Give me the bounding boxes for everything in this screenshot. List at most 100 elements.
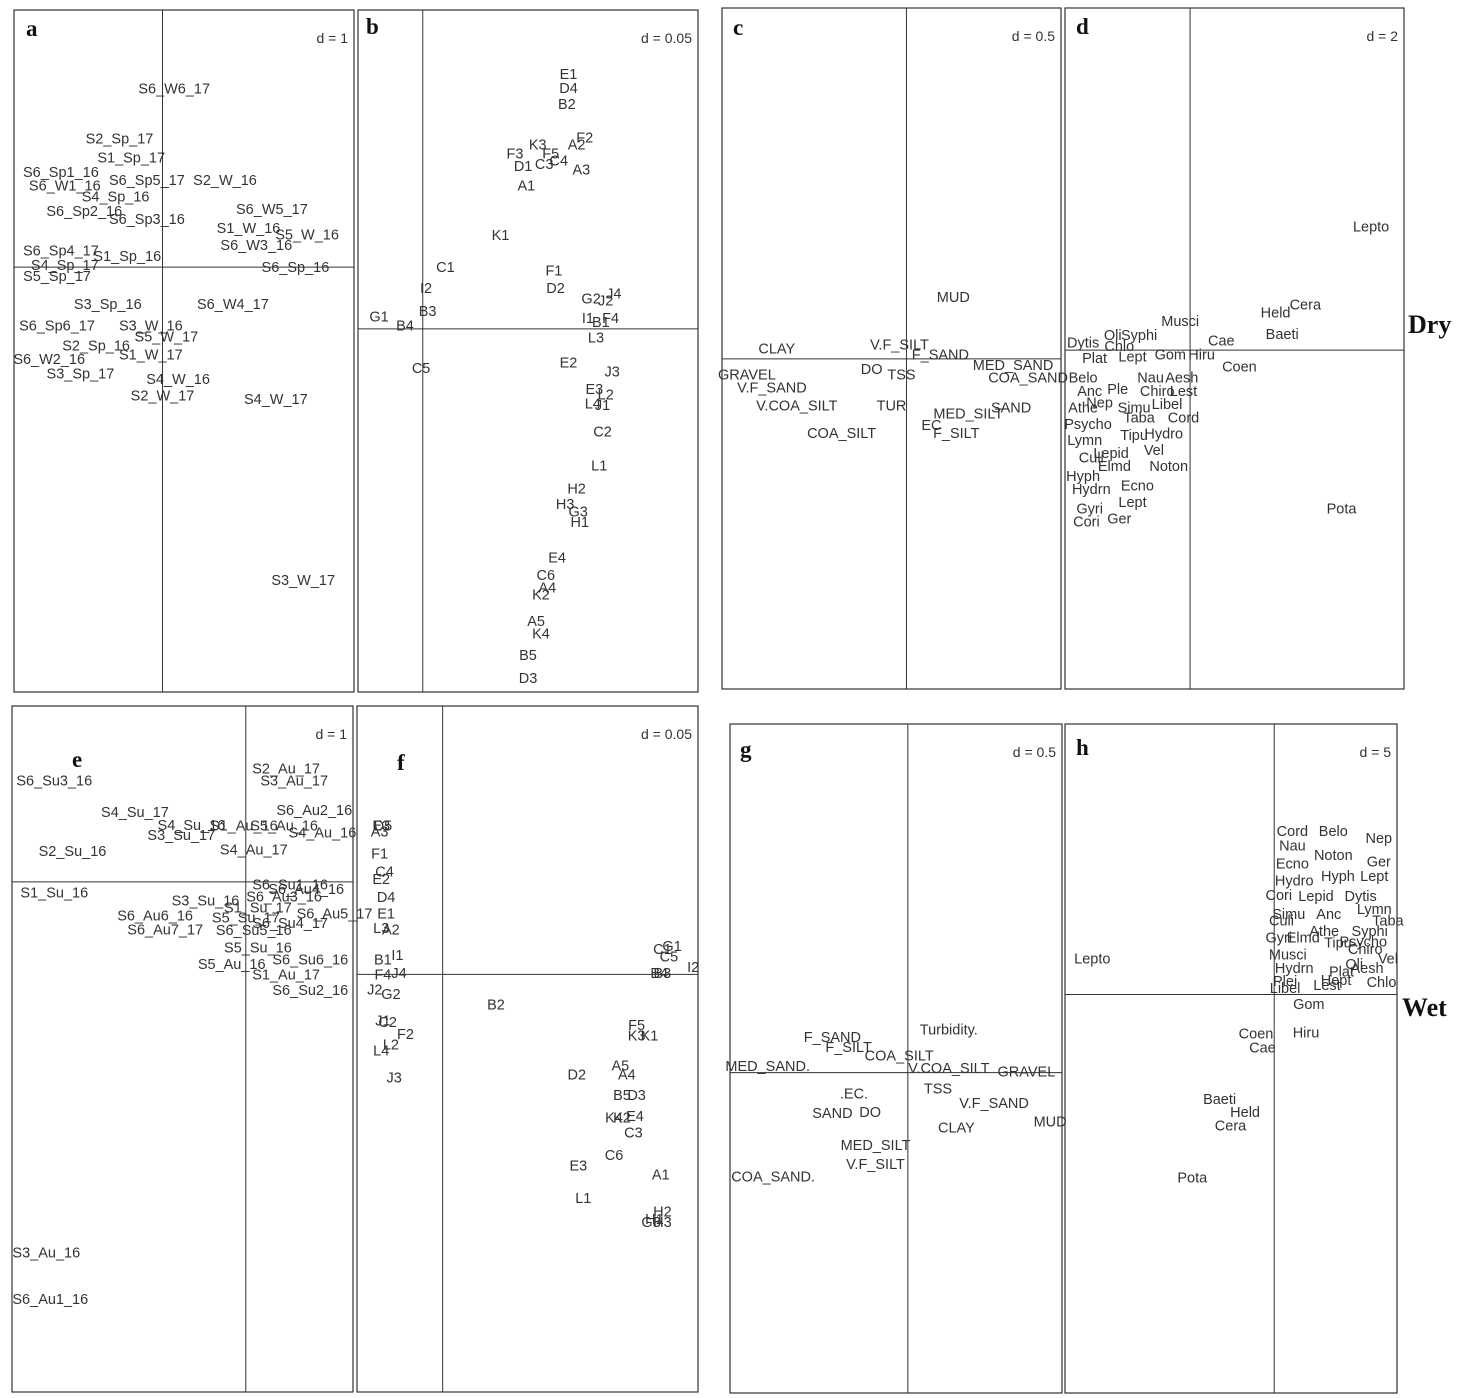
- point-label: F1: [545, 263, 562, 279]
- point-label: Culi: [1269, 913, 1294, 929]
- point-label: C4: [375, 865, 394, 881]
- point-label: Nau: [1279, 839, 1306, 855]
- point-label: I1: [391, 948, 403, 964]
- point-label: E4: [548, 550, 566, 566]
- point-label: Ecno: [1276, 857, 1309, 873]
- point-label: F_SILT: [933, 426, 980, 442]
- row-label-dry: Dry: [1408, 310, 1451, 339]
- point-label: H2: [653, 1205, 672, 1221]
- point-label: Held: [1230, 1105, 1260, 1121]
- point-label: A4: [618, 1067, 636, 1083]
- point-label: L2: [598, 387, 614, 403]
- point-label: L1: [591, 458, 607, 474]
- point-label: Hyph: [1066, 469, 1100, 485]
- point-label: Pota: [1177, 1171, 1208, 1187]
- point-label: Cera: [1215, 1118, 1247, 1134]
- point-label: Cae: [1249, 1041, 1276, 1057]
- point-label: Baeti: [1266, 327, 1299, 343]
- point-label: Cori: [1266, 888, 1293, 904]
- point-label: Lepid: [1298, 889, 1333, 905]
- point-label: Hyph: [1321, 869, 1355, 885]
- point-label: S2_Su_16: [39, 844, 107, 860]
- point-label: F_SAND: [804, 1030, 861, 1046]
- point-label: Plat: [1329, 965, 1354, 981]
- point-label: Culi: [1079, 451, 1104, 467]
- point-label: Noton: [1149, 459, 1188, 475]
- point-label: C6: [537, 568, 556, 584]
- point-label: A5: [612, 1058, 630, 1074]
- point-label: C6: [605, 1148, 624, 1164]
- point-label: Lepto: [1353, 219, 1389, 235]
- point-label: G2: [581, 292, 600, 308]
- point-label: F3: [507, 147, 524, 163]
- point-label: L1: [575, 1191, 591, 1207]
- point-label: D4: [559, 81, 578, 97]
- point-label: Elmd: [1098, 459, 1131, 475]
- point-label: Lept: [1118, 495, 1146, 511]
- point-label: Plei: [1273, 974, 1297, 990]
- point-label: MED_SAND.: [725, 1059, 810, 1075]
- point-label: E2: [372, 872, 390, 888]
- point-label: S6_W6_17: [138, 81, 210, 97]
- point-label: B3: [419, 304, 437, 320]
- point-label: S6_Sp3_16: [109, 212, 185, 228]
- point-label: Coen: [1239, 1026, 1274, 1042]
- panel-d-frame: [1064, 7, 1405, 690]
- panel-d-scale-label: d = 2: [1366, 28, 1398, 44]
- point-label: Nep: [1086, 395, 1113, 411]
- point-label: E2: [560, 356, 578, 372]
- point-label: Cera: [1290, 298, 1322, 314]
- point-label: Hiru: [1293, 1025, 1320, 1041]
- point-label: MED_SILT: [933, 407, 1003, 423]
- point-label: L4: [585, 396, 601, 412]
- point-label: MED_SILT: [841, 1138, 911, 1154]
- point-label: I2: [687, 960, 699, 976]
- point-label: H2: [567, 481, 586, 497]
- point-label: D2: [568, 1067, 587, 1083]
- point-label: S3_Au_17: [260, 773, 328, 789]
- point-label: S3_Su_17: [147, 828, 215, 844]
- point-label: A5: [527, 614, 545, 630]
- point-label: S6_Au7_17: [127, 922, 203, 938]
- panel-c-scale-label: d = 0.5: [1012, 28, 1055, 44]
- point-label: Baeti: [1203, 1092, 1236, 1108]
- point-label: COA_SAND: [988, 370, 1068, 386]
- panel-e-frame: [11, 705, 354, 1393]
- point-label: Chlo: [1367, 975, 1397, 991]
- point-label: C4: [550, 154, 569, 170]
- point-label: E1: [560, 67, 578, 83]
- point-label: Syphi: [1121, 328, 1157, 344]
- panel-a-label: a: [26, 16, 38, 41]
- point-label: S6_Au3_16: [246, 890, 322, 906]
- point-label: S4_Su_16: [158, 818, 226, 834]
- point-label: S6_W1_16: [29, 179, 101, 195]
- point-label: B4: [396, 318, 414, 334]
- point-label: Cord: [1277, 824, 1308, 840]
- point-label: Vel: [1144, 443, 1164, 459]
- panel-b-label: b: [366, 14, 379, 39]
- point-label: E3: [570, 1158, 588, 1174]
- point-label: B4: [650, 966, 668, 982]
- panel-a-frame: [13, 9, 355, 693]
- point-label: S6_W2_16: [13, 352, 85, 368]
- point-label: Gom: [1155, 348, 1186, 364]
- point-label: V.F_SILT: [846, 1157, 905, 1173]
- point-label: Taba: [1372, 913, 1404, 929]
- point-label: F5: [542, 147, 559, 163]
- point-label: K3: [628, 1029, 646, 1045]
- point-label: S1_Au_16: [210, 818, 278, 834]
- point-label: A1: [652, 1167, 670, 1183]
- point-label: S5_Su_16: [224, 941, 292, 957]
- point-label: S3_Sp_17: [47, 366, 115, 382]
- point-label: Psycho: [1340, 934, 1388, 950]
- point-label: Turbidity.: [920, 1022, 978, 1038]
- panel-g-label: g: [740, 737, 752, 762]
- point-label: Hydro: [1144, 427, 1183, 443]
- point-label: S3_W_16: [119, 318, 183, 334]
- panel-h-scale-label: d = 5: [1359, 744, 1391, 760]
- point-label: Anc: [1316, 907, 1341, 923]
